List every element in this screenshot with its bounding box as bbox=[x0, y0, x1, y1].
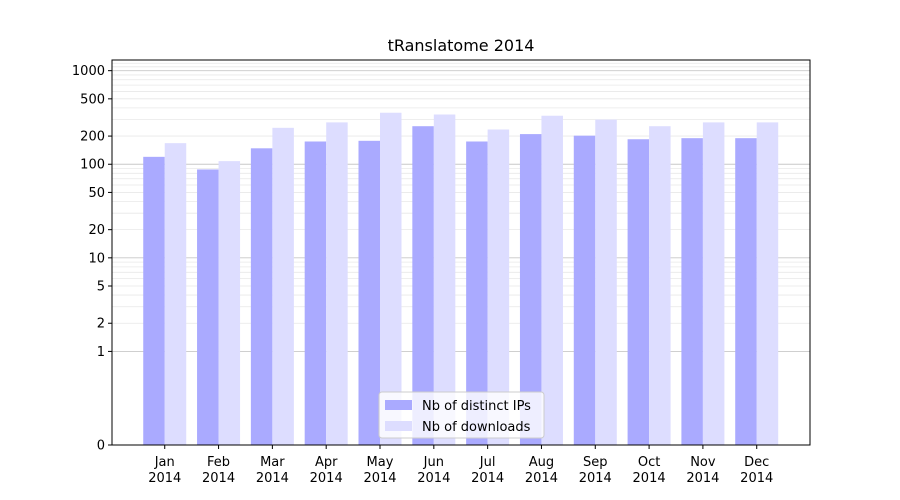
bar-downloads bbox=[433, 114, 456, 445]
bar-distinct-ips bbox=[412, 126, 434, 445]
bar-downloads bbox=[326, 122, 348, 445]
x-tick-label-year: 2014 bbox=[633, 471, 666, 486]
x-tick-label-month: Mar bbox=[260, 455, 285, 470]
x-tick-label-year: 2014 bbox=[686, 471, 719, 486]
x-tick-label-month: Aug bbox=[529, 455, 554, 470]
bar-downloads bbox=[649, 126, 671, 445]
bar-distinct-ips bbox=[735, 138, 757, 446]
x-tick-label-year: 2014 bbox=[525, 471, 558, 486]
bar-downloads bbox=[702, 122, 725, 445]
x-tick-label-year: 2014 bbox=[579, 471, 612, 486]
x-tick-label-year: 2014 bbox=[471, 471, 504, 486]
plot-area-frame bbox=[111, 59, 811, 446]
bar-distinct-ips bbox=[466, 141, 488, 445]
x-tick-label-year: 2014 bbox=[310, 471, 343, 486]
x-tick-label-month: Oct bbox=[638, 455, 660, 470]
y-tick-label: 100 bbox=[80, 158, 105, 173]
y-tick-label: 5 bbox=[97, 280, 105, 295]
bar-downloads bbox=[756, 122, 779, 445]
y-tick-label: 1 bbox=[97, 345, 105, 360]
bar-downloads bbox=[487, 129, 510, 445]
bar-distinct-ips bbox=[143, 156, 165, 446]
bar-distinct-ips bbox=[519, 134, 542, 446]
x-tick-label-year: 2014 bbox=[256, 471, 289, 486]
y-tick-label: 1000 bbox=[72, 64, 105, 79]
bar-distinct-ips bbox=[250, 148, 273, 446]
bar-distinct-ips bbox=[627, 139, 650, 445]
bar-downloads bbox=[164, 143, 187, 445]
bar-downloads bbox=[541, 115, 563, 445]
x-axis: Jan2014Feb2014Mar2014Apr2014May2014Jun20… bbox=[148, 445, 773, 486]
bar-downloads bbox=[218, 161, 241, 445]
x-tick-label-year: 2014 bbox=[740, 471, 773, 486]
x-tick-label-month: Nov bbox=[690, 455, 716, 470]
x-tick-label-month: Jul bbox=[479, 455, 496, 470]
y-tick-label: 2 bbox=[97, 317, 105, 332]
bars-layer bbox=[143, 112, 779, 446]
x-tick-label-month: Jan bbox=[154, 455, 175, 470]
y-tick-label: 50 bbox=[88, 186, 105, 201]
x-tick-label-month: Sep bbox=[583, 455, 608, 470]
legend-swatch bbox=[385, 400, 412, 410]
bar-downloads bbox=[272, 127, 294, 445]
legend: Nb of distinct IPs Nb of downloads bbox=[378, 391, 545, 439]
y-tick-label: 500 bbox=[80, 92, 105, 107]
y-tick-label: 200 bbox=[80, 130, 105, 145]
x-tick-label-year: 2014 bbox=[148, 471, 181, 486]
legend-label: Nb of downloads bbox=[422, 420, 531, 435]
x-tick-label-year: 2014 bbox=[202, 471, 235, 486]
y-tick-label: 10 bbox=[88, 251, 105, 266]
legend-box bbox=[378, 391, 545, 439]
y-tick-label: 0 bbox=[97, 439, 105, 454]
bar-distinct-ips bbox=[197, 169, 219, 446]
x-tick-label-month: Jun bbox=[423, 455, 444, 470]
y-axis: 0 1 2 5 10 20 50 100 200 500 1000 bbox=[72, 64, 112, 454]
chart-title: tRanslatome 2014 bbox=[388, 36, 535, 55]
legend-swatch bbox=[385, 421, 412, 431]
bar-downloads bbox=[595, 119, 617, 446]
legend-label: Nb of distinct IPs bbox=[422, 399, 531, 414]
bar-distinct-ips bbox=[681, 138, 703, 446]
x-tick-label-month: May bbox=[367, 455, 394, 470]
x-tick-label-month: Dec bbox=[744, 455, 769, 470]
x-tick-label-year: 2014 bbox=[363, 471, 396, 486]
y-tick-label: 20 bbox=[88, 223, 105, 238]
x-tick-label-year: 2014 bbox=[417, 471, 450, 486]
x-tick-label-month: Feb bbox=[207, 455, 230, 470]
bar-distinct-ips bbox=[358, 140, 381, 445]
bar-downloads bbox=[380, 112, 402, 445]
bar-distinct-ips bbox=[304, 141, 327, 445]
bar-distinct-ips bbox=[573, 135, 596, 445]
x-tick-label-month: Apr bbox=[315, 455, 338, 470]
